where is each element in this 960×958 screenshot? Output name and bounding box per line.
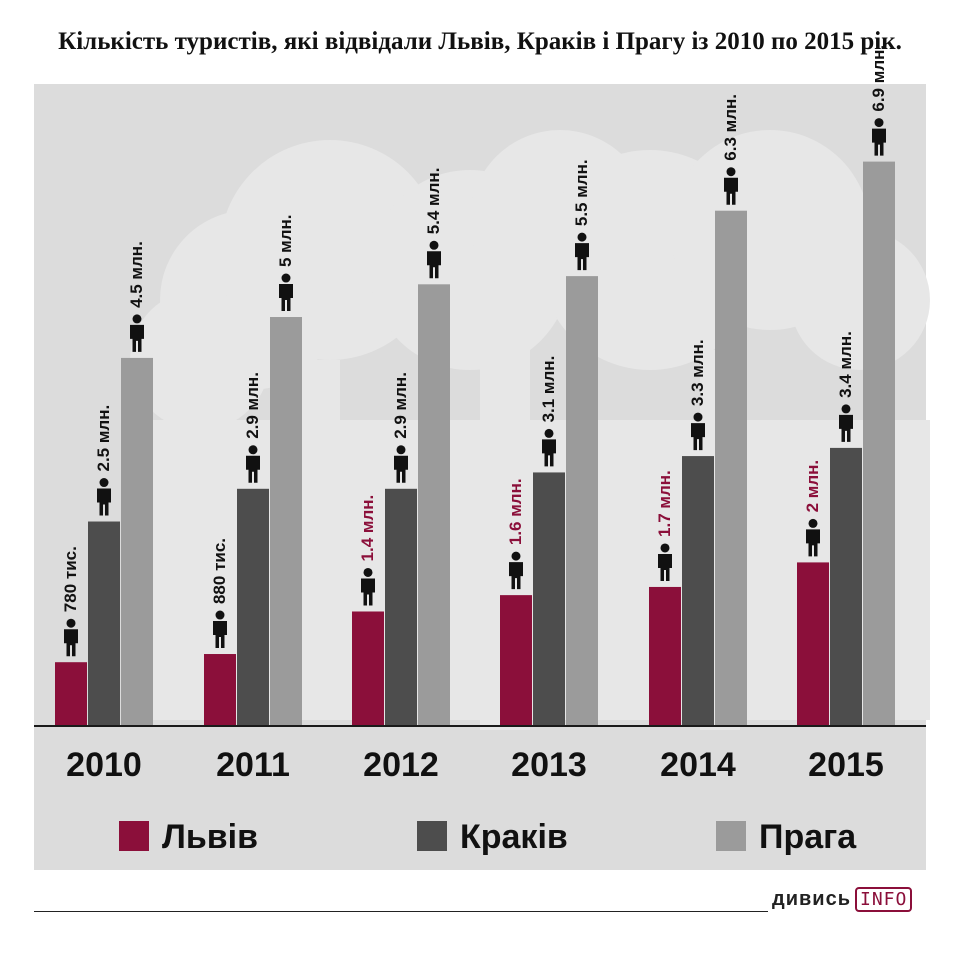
bar-krakow-2014 [682,456,714,726]
value-label-prague-2013: 5.5 млн. [572,159,591,226]
value-label-prague-2012: 5.4 млн. [424,168,443,235]
person-icon [427,240,441,279]
brand-logo: дивись INFO [772,884,913,914]
x-tick-2010: 2010 [66,746,142,784]
person-icon [246,445,260,483]
bar-prague-2014 [715,210,747,726]
legend-label-lviv: Львів [162,818,258,856]
footer-divider [34,911,768,912]
decor-building [300,360,340,720]
bar-prague-2010 [121,357,153,726]
person-icon [509,551,523,590]
value-label-lviv-2010: 780 тис. [61,546,80,612]
x-tick-2012: 2012 [363,746,439,784]
person-icon [213,610,227,649]
value-label-krakow-2013: 3.1 млн. [539,356,558,423]
person-icon [64,618,78,657]
person-icon [872,118,886,156]
legend-swatch-prague [716,821,746,851]
person-icon [97,478,111,516]
x-tick-2011: 2011 [216,746,290,784]
person-icon [279,273,293,312]
decor-cloud [790,230,930,370]
value-label-krakow-2015: 3.4 млн. [836,331,855,398]
bar-krakow-2011 [237,488,269,726]
value-label-krakow-2012: 2.9 млн. [391,372,410,439]
bar-prague-2015 [863,161,895,727]
bars-group: 780 тис. 2.5 млн. 4.5 млн. 880 тис. 2.9 млн.… [55,45,895,727]
chart-title: Кількість туристів, які відвідали Львів,… [58,28,902,55]
legend-swatch-lviv [119,821,149,851]
bar-prague-2011 [270,317,302,726]
legend-label-prague: Прага [759,818,857,856]
person-icon [130,314,144,352]
legend-label-krakow: Краків [460,818,568,856]
bar-lviv-2013 [500,595,532,726]
value-label-lviv-2011: 880 тис. [210,538,229,604]
value-label-lviv-2013: 1.6 млн. [506,478,525,545]
person-icon [691,412,705,451]
value-label-prague-2010: 4.5 млн. [127,241,146,308]
brand-suffix: INFO [855,886,913,912]
bar-prague-2012 [418,284,450,726]
value-label-krakow-2011: 2.9 млн. [243,372,262,439]
person-icon [542,428,556,467]
value-label-prague-2014: 6.3 млн. [721,94,740,161]
person-icon [724,167,738,205]
value-label-prague-2011: 5 млн. [276,214,295,267]
x-tick-labels: 2010 2011 2012 2013 2014 2015 [66,746,884,784]
value-label-lviv-2014: 1.7 млн. [655,470,674,537]
bar-krakow-2015 [830,447,862,726]
value-label-lviv-2015: 2 млн. [803,460,822,513]
person-icon [361,567,375,606]
legend-swatch-krakow [417,821,447,851]
person-icon [658,543,672,581]
bar-krakow-2012 [385,488,417,726]
person-icon [394,445,408,483]
value-label-krakow-2010: 2.5 млн. [94,405,113,472]
bar-lviv-2015 [797,562,829,726]
person-icon [806,518,820,557]
x-tick-2014: 2014 [660,746,736,784]
bar-lviv-2011 [204,654,236,726]
person-icon [575,232,589,271]
bar-krakow-2010 [88,521,120,726]
bar-lviv-2010 [55,662,87,726]
brand-name: дивись [772,887,851,910]
legend: Львів Краків Прага [119,818,857,856]
decor-cloud [130,290,270,430]
x-tick-2015: 2015 [808,746,884,784]
x-tick-2013: 2013 [511,746,587,784]
bar-lviv-2012 [352,611,384,726]
value-label-prague-2015: 6.9 млн. [869,45,888,112]
bar-lviv-2014 [649,586,681,726]
person-icon [839,404,853,442]
value-label-lviv-2012: 1.4 млн. [358,495,377,562]
value-label-krakow-2014: 3.3 млн. [688,339,707,406]
bar-krakow-2013 [533,472,565,726]
bar-prague-2013 [566,276,598,726]
